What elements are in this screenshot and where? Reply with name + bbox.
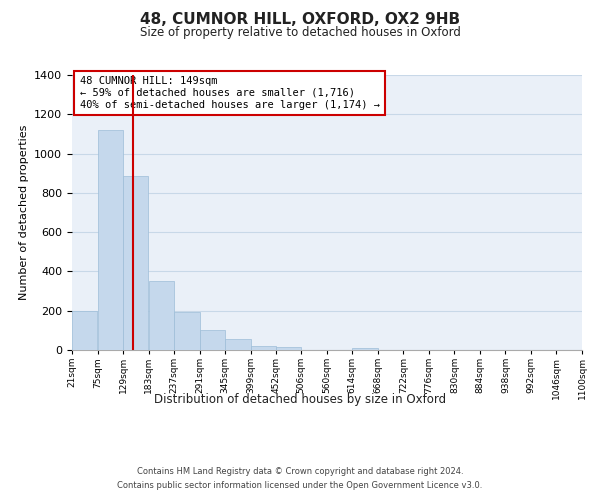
Bar bbox=[123, 176, 148, 350]
Y-axis label: Number of detached properties: Number of detached properties bbox=[19, 125, 29, 300]
Bar bbox=[98, 130, 123, 350]
Bar bbox=[352, 348, 377, 350]
Bar bbox=[149, 281, 174, 350]
Bar bbox=[72, 310, 97, 350]
Bar bbox=[225, 339, 251, 350]
Text: Distribution of detached houses by size in Oxford: Distribution of detached houses by size … bbox=[154, 392, 446, 406]
Text: Contains HM Land Registry data © Crown copyright and database right 2024.: Contains HM Land Registry data © Crown c… bbox=[137, 468, 463, 476]
Bar bbox=[174, 312, 199, 350]
Text: 48 CUMNOR HILL: 149sqm
← 59% of detached houses are smaller (1,716)
40% of semi-: 48 CUMNOR HILL: 149sqm ← 59% of detached… bbox=[80, 76, 380, 110]
Bar bbox=[200, 330, 225, 350]
Text: Size of property relative to detached houses in Oxford: Size of property relative to detached ho… bbox=[140, 26, 460, 39]
Text: 48, CUMNOR HILL, OXFORD, OX2 9HB: 48, CUMNOR HILL, OXFORD, OX2 9HB bbox=[140, 12, 460, 28]
Text: Contains public sector information licensed under the Open Government Licence v3: Contains public sector information licen… bbox=[118, 481, 482, 490]
Bar bbox=[251, 346, 276, 350]
Bar bbox=[276, 347, 301, 350]
